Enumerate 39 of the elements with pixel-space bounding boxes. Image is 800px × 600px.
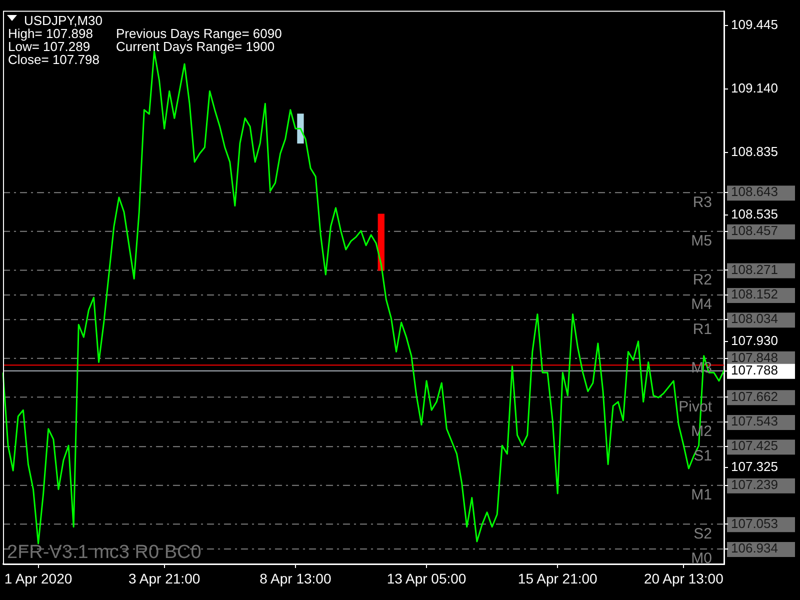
y-tick-label: 108.457 xyxy=(731,222,778,238)
y-tick-label: 107.325 xyxy=(731,459,778,474)
ref-line-label: M0 xyxy=(691,550,712,568)
y-tick-label: 107.239 xyxy=(731,476,778,492)
ref-line-label: M5 xyxy=(691,232,712,250)
y-tick-label: 107.543 xyxy=(731,414,778,429)
y-tick-label: 108.535 xyxy=(731,206,778,222)
y-tick-label: 107.788 xyxy=(731,362,778,378)
y-tick-label: 108.152 xyxy=(731,286,778,302)
ref-line-label: S2 xyxy=(694,525,712,542)
x-tick-label: 13 Apr 05:00 xyxy=(386,570,466,586)
ref-line-label: R2 xyxy=(692,271,712,288)
y-tick-label: 109.140 xyxy=(731,80,778,96)
chart-title: USDJPY,M30 xyxy=(24,12,103,28)
annotation: 2FR-V3.1 mc3 R0 BC0 xyxy=(7,542,202,563)
y-tick-label: 107.425 xyxy=(731,438,778,454)
y-tick-label: 107.662 xyxy=(731,388,778,404)
y-tick-label: 108.271 xyxy=(731,262,778,277)
y-tick-label: 108.643 xyxy=(731,184,778,200)
ref-line-label: S1 xyxy=(694,448,712,465)
y-tick-label: 108.034 xyxy=(731,311,778,326)
y-tick-label: 108.835 xyxy=(731,144,778,160)
ref-line-label: R3 xyxy=(692,194,712,211)
ref-line-label: R1 xyxy=(692,320,712,338)
annotation: Close= 107.798 xyxy=(8,52,100,67)
annotation: High= 107.898 xyxy=(8,26,93,41)
x-tick-label: 3 Apr 21:00 xyxy=(128,570,200,586)
ref-line-label: M4 xyxy=(691,296,712,314)
y-tick-label: 107.053 xyxy=(731,516,778,531)
x-tick-label: 8 Apr 13:00 xyxy=(260,570,332,586)
x-tick-label: 1 Apr 2020 xyxy=(4,570,72,586)
y-tick-label: 109.445 xyxy=(731,16,778,32)
y-tick-label: 107.930 xyxy=(731,332,778,348)
x-tick-label: 15 Apr 21:00 xyxy=(518,570,598,586)
annotation: Previous Days Range= 6090 xyxy=(116,26,282,41)
y-tick-label: 106.934 xyxy=(731,540,778,556)
ref-line-label: M1 xyxy=(691,486,712,504)
x-tick-label: 20 Apr 13:00 xyxy=(644,570,724,586)
y-tick-label: 107.848 xyxy=(731,350,778,365)
